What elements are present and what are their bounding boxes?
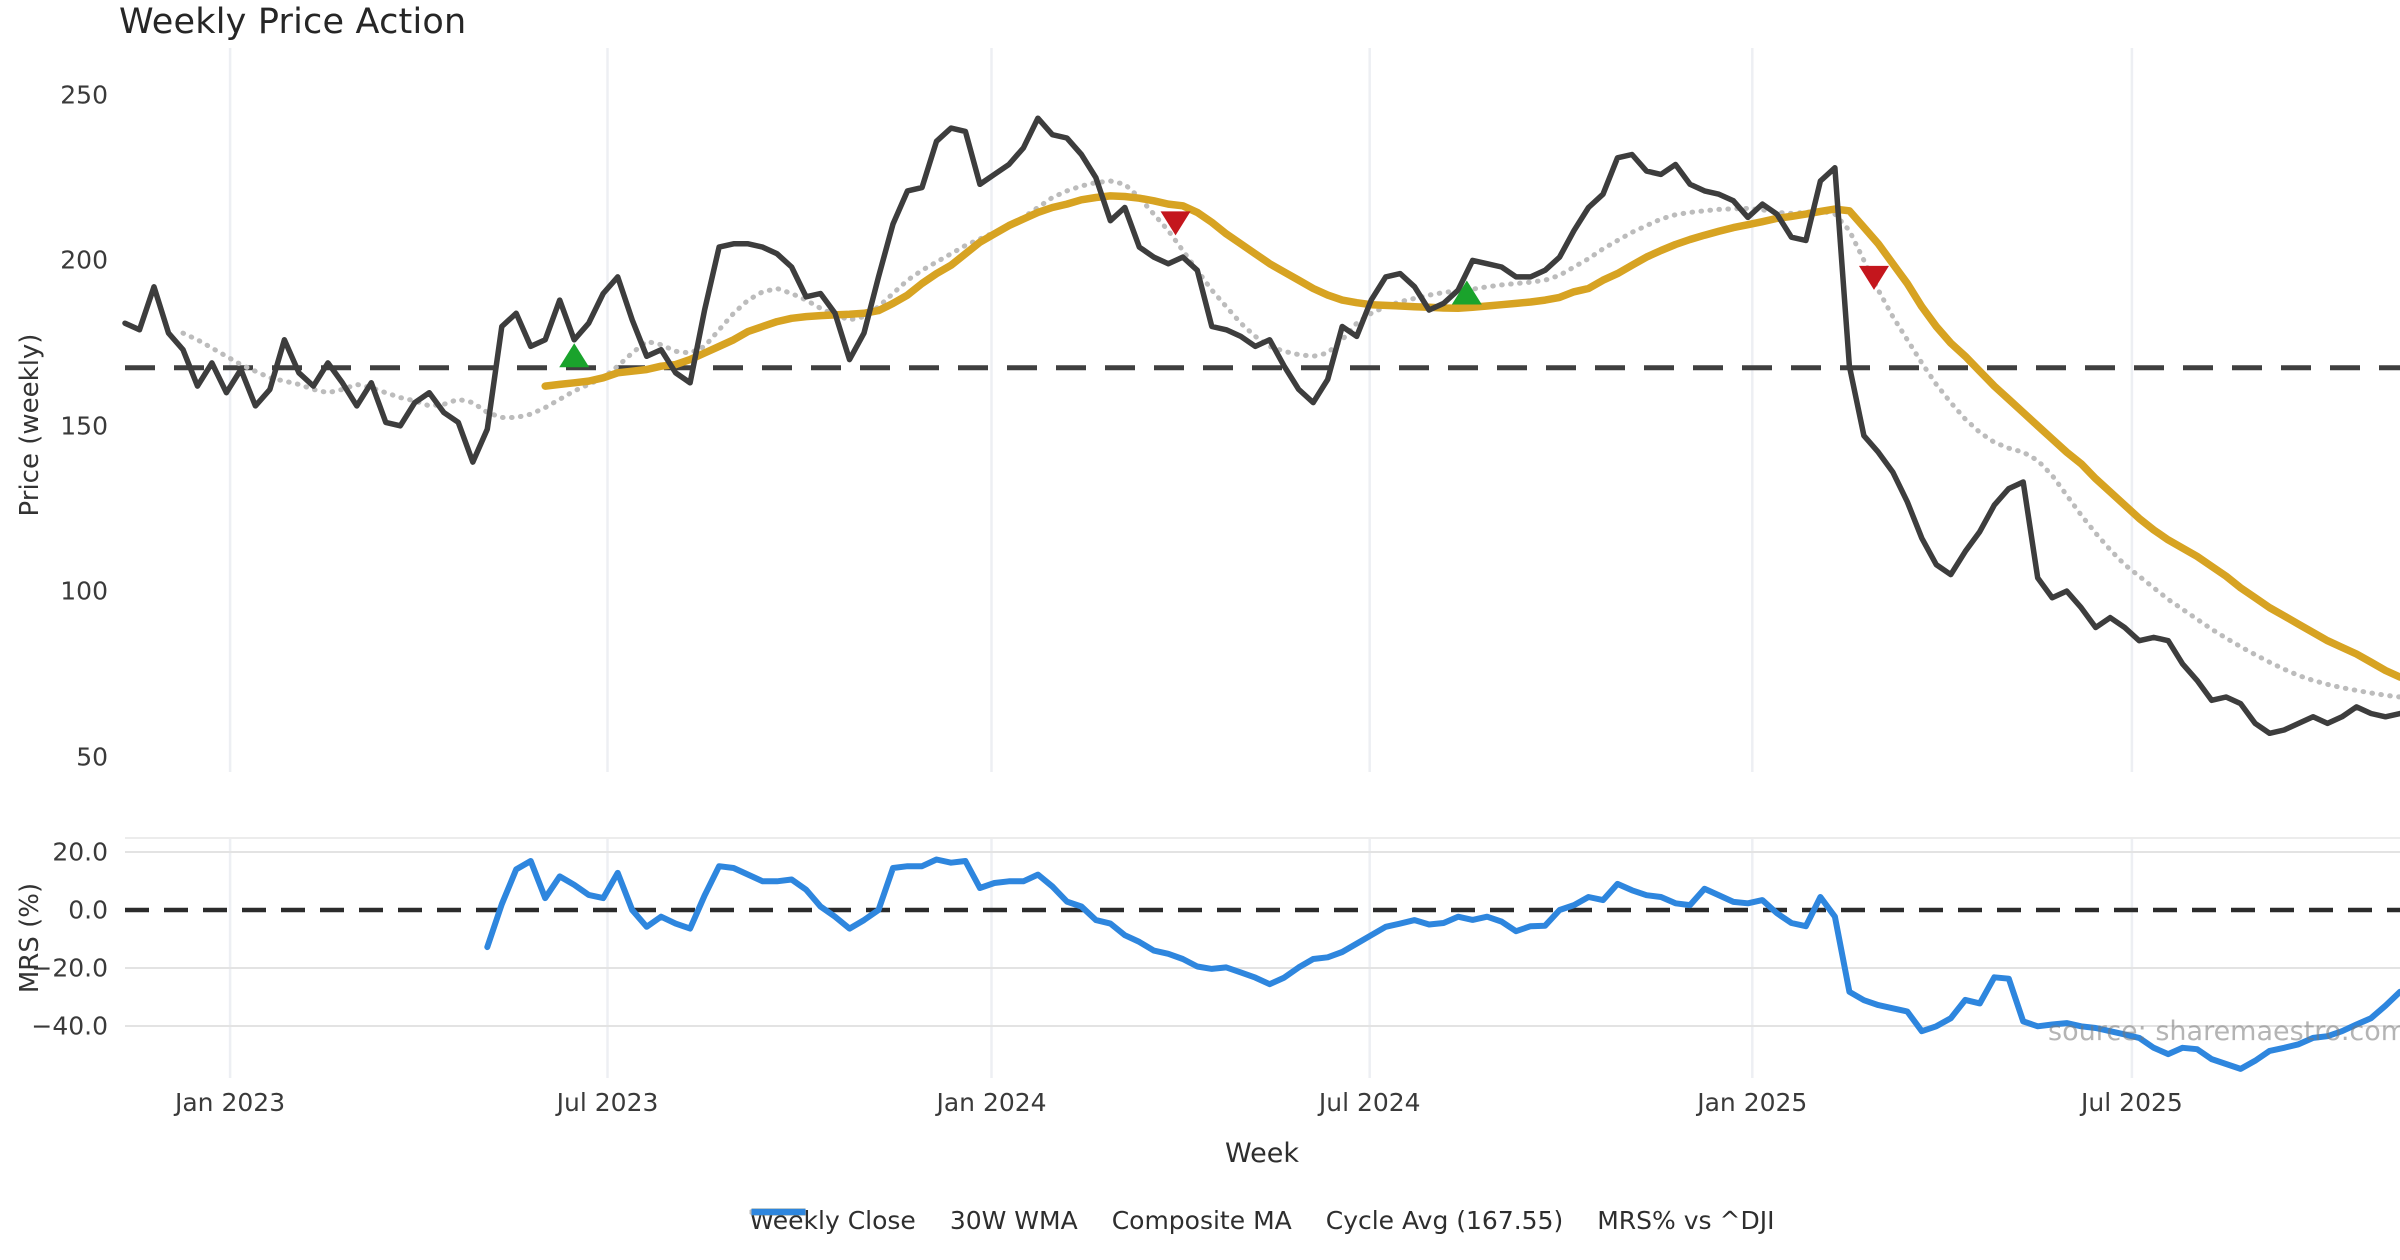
mrs-ytick: 20.0 <box>52 837 108 867</box>
price-ylabel: Price (weekly) <box>15 333 45 517</box>
page-title: Weekly Price Action <box>119 2 467 42</box>
legend-label: 30W WMA <box>949 1206 1078 1235</box>
x-axis-label: Week <box>1225 1138 1299 1169</box>
watermark: source: sharemaestro.com <box>2048 1016 2400 1047</box>
sell-signal-marker <box>1858 265 1889 290</box>
x-tick: Jul 2025 <box>2081 1088 2183 1117</box>
legend-swatch-solid <box>751 1208 806 1216</box>
price-ytick: 50 <box>76 742 108 771</box>
legend: Weekly Close 30W WMA Composite MA Cycle Avg… <box>749 1206 1775 1235</box>
weekly-close-line <box>122 115 2400 737</box>
buy-signal-marker <box>1451 280 1482 305</box>
price-ytick: 200 <box>60 245 108 275</box>
wma-30w-line <box>541 192 2400 681</box>
legend-item-30w-wma: 30W WMA <box>751 1206 1078 1235</box>
price-ytick: 250 <box>60 80 108 110</box>
mrs-line <box>484 856 2400 1072</box>
price-ytick: 100 <box>60 576 108 606</box>
buy-signal-marker <box>559 343 590 368</box>
price-ytick: 150 <box>60 411 108 441</box>
x-tick: Jul 2023 <box>556 1088 659 1117</box>
legend-item-cycle-avg-167-55: Cycle Avg (167.55) <box>751 1206 1564 1235</box>
sell-signal-marker <box>1160 211 1191 236</box>
x-tick: Jan 2023 <box>174 1088 286 1117</box>
composite-ma-line <box>180 178 2400 700</box>
legend-label: MRS% vs ^DJI <box>1597 1206 1775 1235</box>
x-tick: Jan 2025 <box>1697 1088 1808 1117</box>
legend-item-composite-ma: Composite MA <box>749 1206 1292 1235</box>
legend-label: Cycle Avg (167.55) <box>1325 1206 1564 1235</box>
legend-item-mrs-vs-dji: MRS% vs ^DJI <box>751 1206 1775 1235</box>
mrs-ytick: −40.0 <box>31 1011 108 1041</box>
mrs-ytick: 0.0 <box>68 895 108 925</box>
legend-label: Composite MA <box>1111 1206 1292 1235</box>
mrs-ytick: −20.0 <box>31 953 108 983</box>
x-tick: Jan 2024 <box>936 1088 1047 1117</box>
x-tick: Jul 2024 <box>1318 1088 1421 1117</box>
